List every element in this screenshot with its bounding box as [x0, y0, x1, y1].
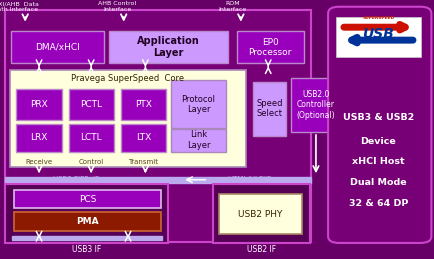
Text: USB3 & USB2: USB3 & USB2 [343, 113, 414, 122]
FancyBboxPatch shape [328, 7, 431, 243]
Bar [12, 236, 162, 240]
Text: LTX: LTX [136, 133, 151, 142]
Text: Control: Control [79, 159, 104, 165]
Bar [171, 80, 226, 128]
Text: USB: USB [362, 27, 395, 41]
Bar [14, 212, 161, 231]
Text: LCTL: LCTL [81, 133, 102, 142]
Text: ROM
Interface: ROM Interface [218, 1, 247, 12]
Bar [11, 31, 104, 63]
Bar [336, 17, 421, 57]
Bar [108, 31, 228, 63]
Bar [121, 89, 166, 120]
Text: Speed
Select: Speed Select [256, 99, 283, 118]
Bar [14, 190, 161, 208]
Bar [5, 184, 168, 243]
Bar [171, 129, 226, 152]
Text: USB2 PHY: USB2 PHY [238, 210, 283, 219]
Bar [69, 124, 114, 152]
Text: PMA: PMA [76, 217, 99, 226]
Text: Application
Layer: Application Layer [137, 37, 200, 58]
Text: DMA/xHCI: DMA/xHCI [35, 43, 80, 52]
Bar [213, 184, 310, 243]
Text: AXI/AHB  Data
Path Interface: AXI/AHB Data Path Interface [0, 1, 39, 12]
Bar [121, 124, 166, 152]
Text: AHB Control
Interface: AHB Control Interface [98, 1, 136, 12]
Text: UTMI /ULPIIF: UTMI /ULPIIF [228, 176, 271, 182]
Text: PTX: PTX [135, 100, 152, 109]
Text: PRX: PRX [30, 100, 48, 109]
Text: Link
Layer: Link Layer [187, 131, 210, 150]
Text: SUPERSPEED: SUPERSPEED [362, 16, 395, 20]
Text: USB2 IF: USB2 IF [247, 245, 276, 254]
Bar [253, 82, 286, 136]
Bar [16, 89, 62, 120]
Text: USB3 PIPE  IF: USB3 PIPE IF [53, 176, 99, 182]
Text: EP0
Processor: EP0 Processor [249, 38, 292, 57]
Bar [5, 177, 311, 183]
Text: xHCI Host: xHCI Host [352, 157, 405, 166]
Bar [16, 124, 62, 152]
Bar [69, 89, 114, 120]
Text: LRX: LRX [30, 133, 48, 142]
Text: 32 & 64 DP: 32 & 64 DP [349, 199, 408, 208]
Text: USB2.0
Controller
(Optional): USB2.0 Controller (Optional) [296, 90, 335, 120]
Bar [219, 194, 302, 234]
Text: Device: Device [361, 137, 396, 146]
Bar [237, 31, 304, 63]
Text: Pravega SuperSpeed  Core: Pravega SuperSpeed Core [71, 75, 184, 83]
Text: PCTL: PCTL [80, 100, 102, 109]
Text: Transmit: Transmit [128, 159, 158, 165]
Text: Dual Mode: Dual Mode [350, 178, 407, 187]
Text: Protocol
Layer: Protocol Layer [181, 95, 216, 114]
Text: Receive: Receive [26, 159, 53, 165]
Bar [5, 10, 311, 242]
Bar [291, 78, 341, 132]
Text: PCS: PCS [79, 195, 96, 204]
Bar [10, 70, 246, 167]
Text: USB3 IF: USB3 IF [72, 245, 102, 254]
